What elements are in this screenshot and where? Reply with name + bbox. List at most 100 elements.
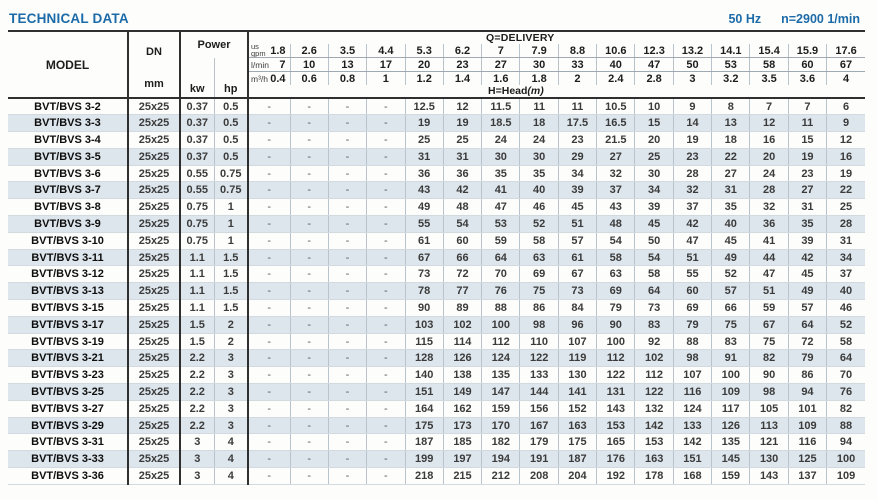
head-value-cell: 218 [405, 467, 444, 485]
model-cell: BVT/BVS 3-10 [8, 232, 129, 250]
head-value-cell: 116 [788, 433, 828, 452]
hp-cell: 1.5 [214, 265, 250, 284]
head-value-cell: 212 [481, 467, 521, 485]
head-value-cell: 64 [481, 249, 521, 267]
model-cell: BVT/BVS 3-12 [8, 265, 129, 284]
head-value-cell: 15 [634, 114, 674, 133]
head-value-cell: - [328, 198, 368, 217]
column-header-dn: DN [128, 31, 181, 72]
unit-first-cell-lmin: l/min 7 [249, 58, 290, 71]
head-value-cell: 78 [405, 282, 444, 301]
head-value-cell: 27 [596, 148, 636, 166]
head-value-cell: 67 [405, 249, 444, 267]
hp-cell: 0.5 [214, 148, 250, 166]
head-value-cell: 132 [634, 400, 674, 418]
model-cell: BVT/BVS 3-21 [8, 349, 129, 368]
head-value-cell: - [248, 249, 291, 267]
table-header: MODEL DN Power Q=DELIVERY us gpm 1.8 2.6 3.5… [8, 31, 865, 99]
kw-cell: 1.1 [180, 282, 215, 301]
head-value-cell: - [366, 383, 406, 401]
head-value-cell: 39 [558, 181, 598, 200]
unit-label-bottom: gpm [251, 48, 266, 57]
hp-cell: 4 [214, 433, 250, 452]
head-value-cell: 163 [558, 417, 598, 435]
head-unit-text: (m) [527, 85, 544, 97]
delivery-gpm-value: 15.4 [749, 44, 789, 58]
head-value-cell: 83 [711, 333, 751, 351]
head-value-cell: 173 [443, 417, 483, 435]
head-value-cell: 23 [673, 148, 713, 166]
head-value-cell: 27 [788, 181, 828, 200]
head-value-cell: 39 [788, 232, 828, 250]
head-value-cell: 61 [558, 249, 598, 267]
head-value-cell: - [290, 249, 329, 267]
head-value-cell: 27 [711, 165, 751, 183]
head-value-cell: - [248, 366, 291, 385]
head-value-cell: 34 [826, 249, 865, 267]
kw-cell: 1.1 [180, 265, 215, 284]
dn-cell: 25x25 [128, 417, 181, 435]
head-value-cell: 138 [443, 366, 483, 385]
dn-cell: 25x25 [128, 181, 181, 200]
head-value-cell: 86 [519, 299, 559, 317]
head-value-cell: - [328, 316, 368, 334]
head-value-cell: 37 [673, 198, 713, 217]
delivery-gpm-value: 15.9 [788, 44, 828, 58]
delivery-m3h-value: m³/h 0.4 [248, 71, 291, 85]
head-value-cell: 163 [634, 450, 674, 469]
delivery-gpm-value: 10.6 [596, 44, 636, 58]
table-row: BVT/BVS 3-23 25x25 2.2 3- - - -140 138 135 133 130… [8, 366, 865, 385]
head-value-cell: 215 [443, 467, 483, 485]
head-value-cell: 90 [749, 366, 789, 385]
table-row: BVT/BVS 3-17 25x25 1.5 2- - - -103 102 100 98 96 90… [8, 316, 865, 334]
head-value-cell: 45 [558, 198, 598, 217]
hp-cell: 2 [214, 333, 250, 351]
hp-cell: 0.5 [214, 114, 250, 133]
delivery-m3h-value: 0.6 [290, 71, 329, 85]
model-cell: BVT/BVS 3-31 [8, 433, 129, 452]
head-value-cell: 90 [405, 299, 444, 317]
head-value-cell: 135 [481, 366, 521, 385]
delivery-m3h-value: 4 [842, 72, 850, 85]
head-value-cell: 63 [519, 249, 559, 267]
head-value-cell: 20 [749, 148, 789, 166]
head-value-cell: - [248, 400, 291, 418]
delivery-m3h-value: 3 [673, 71, 713, 85]
head-value-cell: - [248, 349, 291, 368]
head-value-cell: 143 [596, 400, 636, 418]
head-value-cell: 18 [711, 131, 751, 149]
head-value-cell: 76 [481, 282, 521, 301]
head-value-cell: 25 [634, 148, 674, 166]
head-value-cell: 144 [519, 383, 559, 401]
frequency-label: 50 Hz [728, 12, 762, 26]
head-value-cell: - [290, 232, 329, 250]
head-value-cell: - [290, 148, 329, 166]
head-value-cell: - [328, 383, 368, 401]
head-value-cell: 60 [443, 232, 483, 250]
head-value-cell: - [290, 433, 329, 452]
head-value-cell: - [366, 333, 406, 351]
hp-cell: 1 [214, 215, 250, 233]
head-value-cell: 176 [596, 450, 636, 469]
table-row: BVT/BVS 3-27 25x25 2.2 3- - - -164 162 159 156 152… [8, 400, 865, 418]
model-cell: BVT/BVS 3-7 [8, 181, 129, 200]
delivery-m3h-value: 3.2 [711, 71, 751, 85]
head-value-cell: 151 [405, 383, 444, 401]
hp-cell: 3 [214, 400, 250, 418]
head-value-cell: 30 [481, 148, 521, 166]
head-value-cell: 11 [519, 98, 559, 116]
head-value-cell: - [248, 467, 291, 485]
model-cell: BVT/BVS 3-5 [8, 148, 129, 166]
table-row: BVT/BVS 3-29 25x25 2.2 3- - - -175 173 170 167 163… [8, 417, 865, 435]
head-value-cell: 83 [634, 316, 674, 334]
table-row: BVT/BVS 3-13 25x25 1.1 1.5- - - -78 77 76 75 73 69 6… [8, 282, 865, 301]
head-value-cell: 168 [673, 467, 713, 485]
head-value-cell: - [290, 417, 329, 435]
head-value-cell: - [366, 249, 406, 267]
head-value-cell: 12 [443, 98, 483, 116]
head-value-cell: 19 [673, 131, 713, 149]
head-value-cell: 20 [634, 131, 674, 149]
delivery-gpm-value: 1.8 [270, 44, 286, 57]
head-value-cell: 69 [596, 282, 636, 301]
